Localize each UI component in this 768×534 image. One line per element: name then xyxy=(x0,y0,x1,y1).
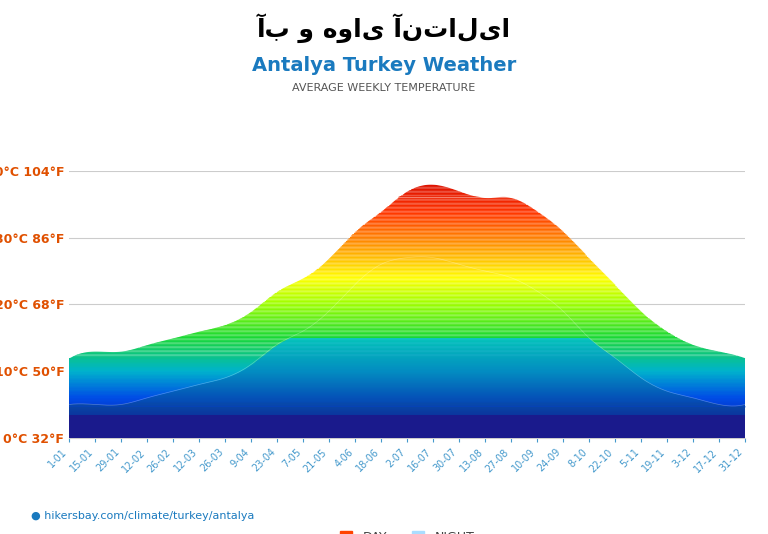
Legend: DAY, NIGHT: DAY, NIGHT xyxy=(340,531,474,534)
Text: ● hikersbay.com/climate/turkey/antalya: ● hikersbay.com/climate/turkey/antalya xyxy=(31,511,254,521)
Text: AVERAGE WEEKLY TEMPERATURE: AVERAGE WEEKLY TEMPERATURE xyxy=(293,83,475,93)
Text: Antalya Turkey Weather: Antalya Turkey Weather xyxy=(252,56,516,75)
Text: آب و هوای آنتالیا: آب و هوای آنتالیا xyxy=(257,13,511,43)
